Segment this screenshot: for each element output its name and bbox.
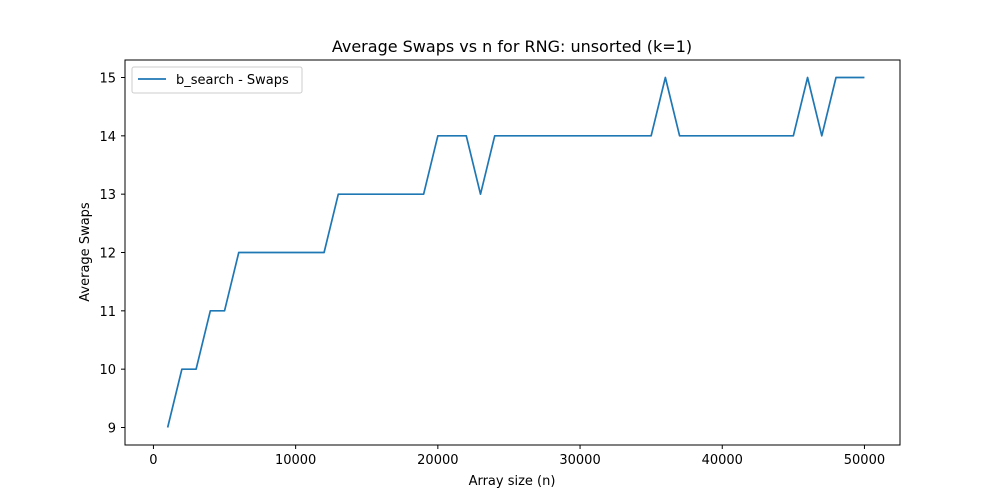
legend-label-b-search: b_search - Swaps xyxy=(176,73,289,88)
x-tick-label: 10000 xyxy=(275,453,316,468)
x-axis-label: Array size (n) xyxy=(469,474,556,489)
y-tick-label: 12 xyxy=(99,247,116,262)
y-tick-label: 9 xyxy=(108,422,116,437)
chart-title: Average Swaps vs n for RNG: unsorted (k=… xyxy=(332,37,692,56)
x-tick-label: 20000 xyxy=(417,453,458,468)
y-tick-label: 13 xyxy=(99,188,116,203)
x-tick-label: 0 xyxy=(149,453,157,468)
series-layer xyxy=(166,76,865,428)
series-line-b-search-swaps xyxy=(166,76,865,428)
x-tick-label: 50000 xyxy=(844,453,885,468)
y-tick-label: 10 xyxy=(99,363,116,378)
y-axis-ticks: 9 10 11 12 13 14 15 xyxy=(99,72,125,437)
legend: b_search - Swaps xyxy=(131,66,303,94)
x-axis-ticks: 0 10000 20000 30000 40000 50000 xyxy=(149,445,885,468)
y-tick-label: 15 xyxy=(99,72,116,87)
x-tick-label: 40000 xyxy=(702,453,743,468)
legend-box xyxy=(131,66,303,94)
y-axis-label: Average Swaps xyxy=(78,202,93,302)
y-tick-label: 14 xyxy=(99,130,116,145)
x-tick-label: 30000 xyxy=(559,453,600,468)
y-tick-label: 11 xyxy=(99,305,116,320)
